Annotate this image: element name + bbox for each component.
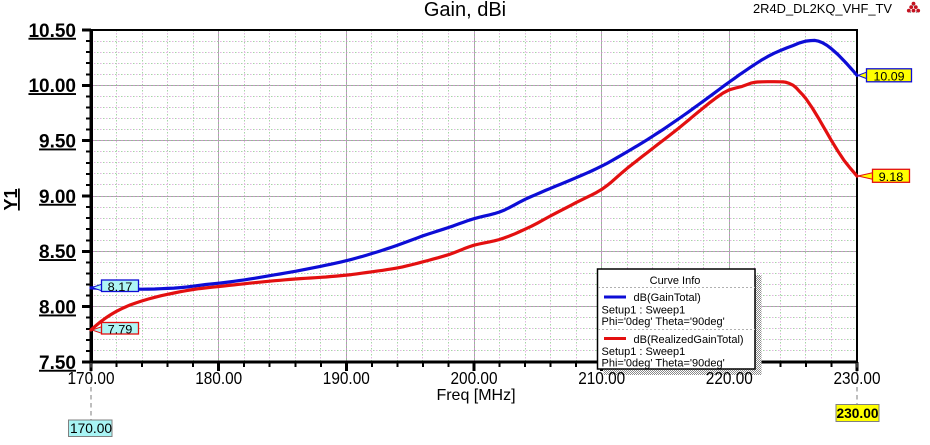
svg-text:8.50: 8.50 <box>39 242 76 263</box>
svg-text:9.18: 9.18 <box>879 170 904 184</box>
svg-text:Phi='0deg' Theta='90deg': Phi='0deg' Theta='90deg' <box>602 357 725 369</box>
svg-text:Freq [MHz]: Freq [MHz] <box>436 387 515 404</box>
svg-text:200.00: 200.00 <box>451 368 498 388</box>
svg-text:210.00: 210.00 <box>578 368 625 388</box>
svg-text:230.00: 230.00 <box>834 368 881 388</box>
svg-text:8.00: 8.00 <box>39 298 76 319</box>
svg-text:Curve Info: Curve Info <box>650 275 701 287</box>
svg-text:7.79: 7.79 <box>108 322 133 336</box>
svg-text:180.00: 180.00 <box>195 368 242 388</box>
svg-text:9.00: 9.00 <box>39 187 76 208</box>
svg-text:10.09: 10.09 <box>874 69 905 83</box>
svg-text:dB(RealizedGainTotal): dB(RealizedGainTotal) <box>634 334 744 346</box>
svg-text:190.00: 190.00 <box>323 368 370 388</box>
svg-text:8.17: 8.17 <box>108 280 133 294</box>
svg-text:170.00: 170.00 <box>68 368 115 388</box>
svg-text:Phi='0deg' Theta='90deg': Phi='0deg' Theta='90deg' <box>602 316 725 328</box>
svg-text:2R4D_DL2KQ_VHF_TV: 2R4D_DL2KQ_VHF_TV <box>753 1 892 16</box>
svg-text:10.00: 10.00 <box>28 76 76 97</box>
svg-text:Setup1 : Sweep1: Setup1 : Sweep1 <box>602 346 686 358</box>
svg-text:220.00: 220.00 <box>706 368 753 388</box>
svg-text:170.00: 170.00 <box>70 420 112 436</box>
svg-text:9.50: 9.50 <box>39 132 76 153</box>
svg-text:Setup1 : Sweep1: Setup1 : Sweep1 <box>602 304 686 316</box>
svg-text:Y1: Y1 <box>1 188 21 210</box>
svg-text:dB(GainTotal): dB(GainTotal) <box>634 292 701 304</box>
svg-text:Gain, dBi: Gain, dBi <box>424 0 506 21</box>
svg-text:7.50: 7.50 <box>39 353 76 374</box>
svg-text:230.00: 230.00 <box>837 405 879 421</box>
svg-text:10.50: 10.50 <box>28 21 76 42</box>
